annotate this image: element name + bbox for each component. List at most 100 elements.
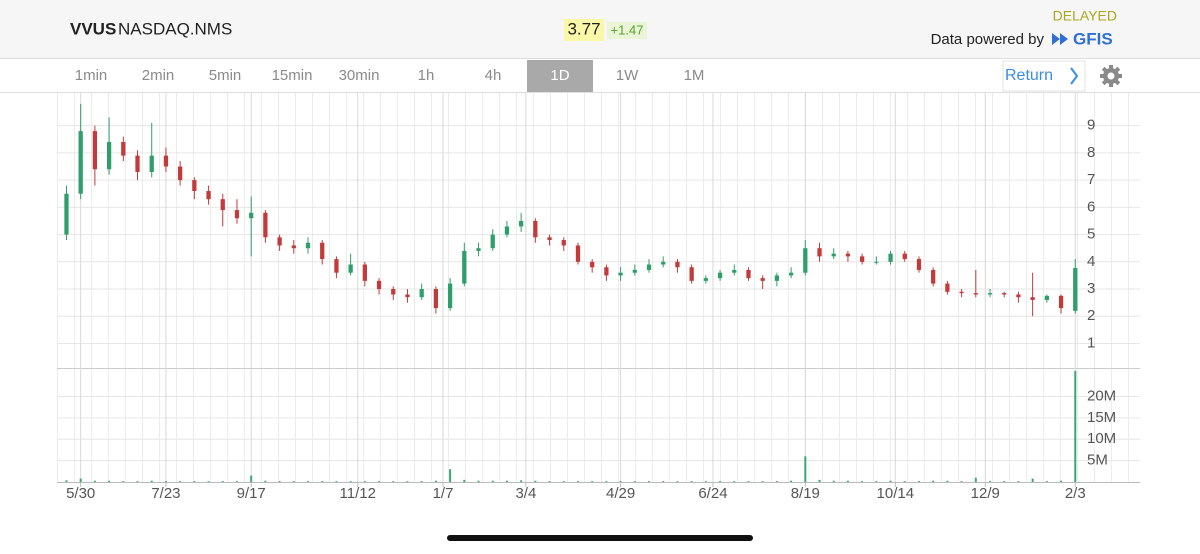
tab[interactable]: 5min bbox=[209, 67, 242, 84]
tab[interactable]: 15min bbox=[272, 67, 313, 84]
candle-body bbox=[817, 248, 822, 257]
candle-body bbox=[575, 245, 581, 262]
volume-bar bbox=[946, 480, 949, 482]
volume-bar bbox=[974, 477, 977, 482]
home-indicator bbox=[447, 535, 753, 541]
volume-bar bbox=[1017, 481, 1020, 482]
candle-body bbox=[803, 248, 808, 273]
x-tick-label: 11/12 bbox=[340, 485, 376, 502]
candle-body bbox=[163, 155, 169, 167]
volume-bar bbox=[790, 480, 793, 482]
candle-body bbox=[959, 291, 964, 294]
volume-tick-label: 5M bbox=[1087, 452, 1108, 469]
candle-body bbox=[717, 272, 723, 279]
volume-bar bbox=[164, 481, 167, 482]
candle-body bbox=[362, 264, 367, 281]
tab[interactable]: 1W bbox=[616, 67, 639, 84]
volume-bar bbox=[335, 481, 338, 482]
tab[interactable]: 2min bbox=[142, 67, 175, 84]
candle-body bbox=[860, 256, 865, 262]
candle-body bbox=[462, 250, 467, 284]
candle-body bbox=[1044, 295, 1049, 300]
y-tick-label: 3 bbox=[1087, 280, 1095, 297]
volume-bar bbox=[392, 481, 395, 482]
settings-icon[interactable] bbox=[1095, 60, 1126, 91]
volume-bar bbox=[690, 481, 693, 482]
x-tick-label: 6/24 bbox=[698, 485, 727, 502]
candle-body bbox=[1073, 268, 1078, 311]
change-bg bbox=[607, 22, 647, 39]
candle-body bbox=[945, 283, 950, 292]
tab[interactable]: 4h bbox=[485, 67, 502, 84]
volume-bar bbox=[1074, 370, 1077, 482]
x-tick-label: 5/30 bbox=[66, 485, 95, 502]
candle-body bbox=[433, 289, 439, 309]
candle-body bbox=[973, 293, 978, 295]
volume-bar bbox=[875, 481, 878, 482]
tab[interactable]: 1D bbox=[550, 67, 569, 84]
candle-body bbox=[533, 220, 538, 238]
volume-bar bbox=[605, 481, 608, 482]
volume-bar bbox=[733, 481, 736, 482]
y-tick-label: 2 bbox=[1087, 307, 1095, 324]
provider: GFIS bbox=[1073, 29, 1113, 48]
tab[interactable]: 30min bbox=[339, 67, 380, 84]
candle-body bbox=[689, 267, 694, 281]
candle-body bbox=[405, 294, 410, 298]
candle-body bbox=[476, 248, 481, 251]
volume-bar bbox=[1045, 481, 1048, 482]
volume-bar bbox=[193, 481, 196, 482]
x-tick-label: 12/9 bbox=[971, 485, 1000, 502]
volume-bar bbox=[349, 481, 352, 482]
candle-body bbox=[916, 259, 922, 270]
y-tick-label: 9 bbox=[1087, 117, 1095, 134]
tab[interactable]: 1min bbox=[75, 67, 108, 84]
candle-body bbox=[561, 240, 566, 246]
candle-body bbox=[334, 259, 339, 273]
candle-body bbox=[92, 131, 98, 170]
candle-body bbox=[746, 269, 751, 279]
candle-body bbox=[376, 280, 382, 290]
volume-bar bbox=[264, 480, 267, 482]
return-label[interactable]: Return bbox=[1005, 67, 1053, 84]
candle-body bbox=[135, 155, 140, 172]
volume-bar bbox=[619, 481, 622, 482]
volume-bar bbox=[449, 469, 452, 482]
volume-bar bbox=[65, 480, 68, 482]
candle-body bbox=[263, 212, 268, 238]
volume-bar bbox=[804, 456, 807, 482]
volume-bar bbox=[676, 481, 679, 482]
tab[interactable]: 1h bbox=[418, 67, 435, 84]
candle-body bbox=[149, 155, 154, 172]
volume-bar bbox=[136, 481, 139, 482]
candle-body bbox=[234, 210, 240, 219]
volume-bar bbox=[1031, 478, 1034, 482]
volume-bar bbox=[477, 480, 480, 482]
candle-body bbox=[192, 180, 197, 192]
candle-body bbox=[845, 253, 851, 257]
candle-body bbox=[902, 253, 907, 260]
volume-bar bbox=[917, 481, 920, 482]
volume-bar bbox=[321, 481, 324, 482]
volume-bar bbox=[1003, 481, 1006, 482]
volume-bar bbox=[463, 479, 466, 482]
x-tick-label: 9/17 bbox=[237, 485, 266, 502]
tab[interactable]: 1M bbox=[684, 67, 705, 84]
volume-bar bbox=[832, 480, 835, 482]
candle-body bbox=[547, 237, 552, 241]
candle-body bbox=[774, 275, 780, 281]
return-button[interactable] bbox=[1002, 60, 1086, 92]
candle-body bbox=[874, 261, 879, 263]
volume-bar bbox=[818, 479, 821, 482]
volume-bar bbox=[420, 481, 423, 482]
candle-body bbox=[78, 131, 83, 194]
provider-logo bbox=[1052, 33, 1068, 45]
candle-body bbox=[760, 278, 765, 281]
volume-bar bbox=[861, 481, 864, 482]
candle-body bbox=[291, 245, 296, 249]
volume-bar bbox=[179, 481, 182, 482]
minor-grid bbox=[57, 93, 1140, 482]
candle-body bbox=[277, 237, 282, 246]
candle-body bbox=[504, 226, 510, 235]
volume-bar bbox=[548, 481, 551, 482]
